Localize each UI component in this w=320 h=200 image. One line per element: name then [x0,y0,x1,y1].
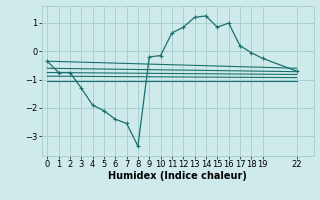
X-axis label: Humidex (Indice chaleur): Humidex (Indice chaleur) [108,171,247,181]
